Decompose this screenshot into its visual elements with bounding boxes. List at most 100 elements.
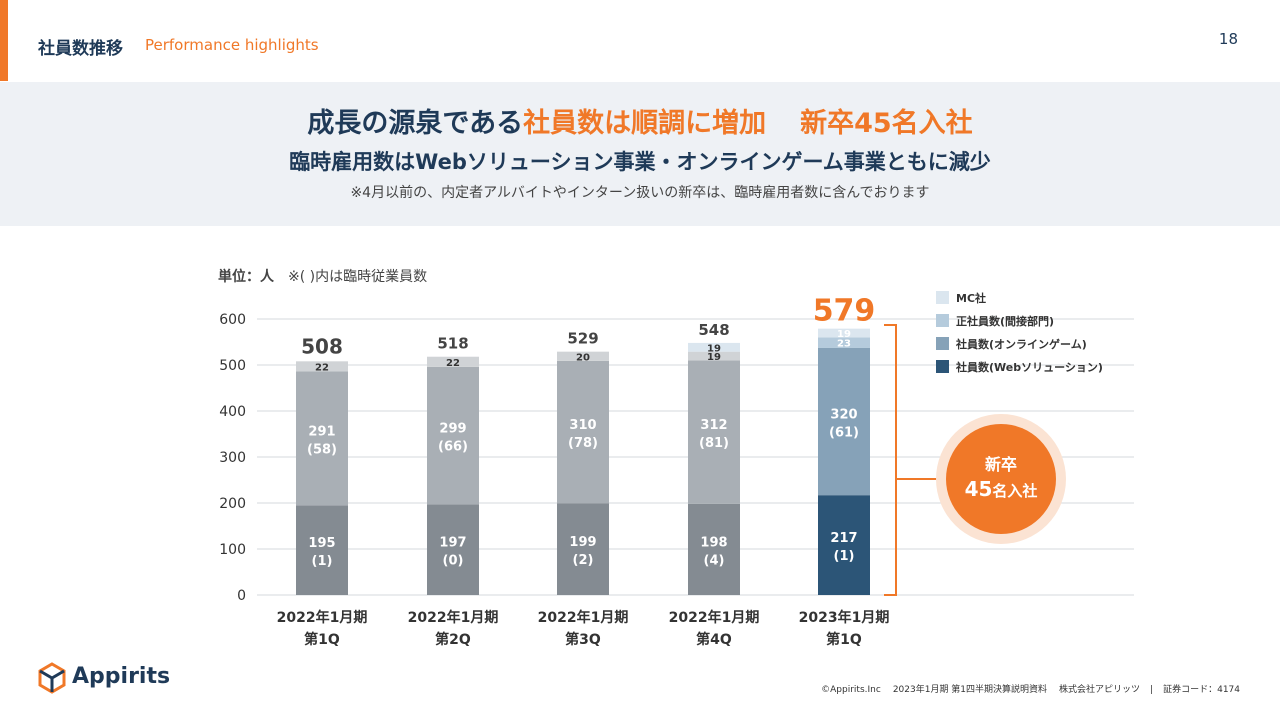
bar-value-label: 291: [308, 424, 335, 439]
footer-credits: ©Appirits.Inc 2023年1月期 第1四半期決算説明資料 株式会社アピリ…: [821, 682, 1240, 695]
bar-small-label: 23: [837, 339, 851, 350]
bar-web: [688, 503, 740, 595]
y-tick-label: 100: [219, 542, 246, 558]
bar-indirect: [818, 337, 870, 348]
bar-temp-label: (0): [443, 554, 464, 569]
headline-pre: 成長の源泉である: [307, 108, 524, 139]
bar-temp-label: (78): [568, 436, 598, 451]
footer-doc: 2023年1月期 第1四半期決算説明資料: [892, 685, 1048, 695]
unit-label: 単位：人 ※( )内は臨時従業員数: [218, 266, 427, 286]
bar-temp-label: (58): [307, 442, 337, 457]
appirits-logo-text: Appirits: [72, 664, 171, 689]
x-tick-label: 第2Q: [435, 631, 471, 648]
bar-value-label: 195: [308, 536, 335, 551]
headline: 成長の源泉である社員数は順調に増加 新卒45名入社: [0, 101, 1280, 140]
sub-headline: 臨時雇用数はWebソリューション事業・オンラインゲーム事業ともに減少: [289, 150, 991, 174]
y-tick-label: 0: [237, 588, 246, 604]
bar-value-label: 199: [569, 535, 596, 550]
legend-label: MC社: [956, 291, 986, 305]
legend-swatch: [936, 314, 949, 327]
bar-temp-label: (2): [573, 553, 594, 568]
bar-game: [296, 371, 348, 506]
x-tick-label: 2022年1月期: [669, 609, 760, 626]
x-tick-label: 2022年1月期: [408, 609, 499, 626]
footer-code: 証券コード：4174: [1163, 685, 1240, 695]
bar-total-label: 529: [567, 330, 598, 348]
y-tick-label: 400: [219, 404, 246, 420]
bar-web: [818, 495, 870, 595]
bar-mc: [688, 342, 740, 352]
bar-temp-label: (61): [829, 426, 859, 441]
bar-game: [557, 360, 609, 504]
x-tick-label: 2023年1月期: [799, 609, 890, 626]
y-tick-label: 600: [219, 312, 246, 328]
bar-total-label: 508: [301, 334, 343, 358]
callout-circle: [946, 424, 1056, 534]
bar-web: [296, 505, 348, 595]
legend-label: 正社員数(間接部門): [956, 314, 1054, 328]
y-tick-label: 200: [219, 496, 246, 512]
bar-temp-label: (4): [704, 553, 725, 568]
bar-game: [818, 347, 870, 496]
x-tick-label: 2022年1月期: [277, 609, 368, 626]
x-tick-label: 第4Q: [696, 631, 732, 648]
bar-value-label: 198: [700, 535, 727, 550]
legend-label: 社員数(Webソリューション): [955, 360, 1103, 374]
bar-small-label: 19: [707, 343, 721, 354]
bar-indirect: [427, 356, 479, 367]
footer-company: 株式会社アピリッツ: [1059, 685, 1141, 695]
x-tick-label: 第1Q: [826, 631, 862, 648]
bar-temp-label: (1): [312, 554, 333, 569]
bar-small-label: 22: [315, 362, 329, 373]
bar-value-label: 217: [830, 531, 857, 546]
callout-line2: 45名入社: [965, 477, 1038, 501]
section-subtitle: Performance highlights: [145, 36, 319, 54]
bar-web: [427, 504, 479, 595]
bar-value-label: 310: [569, 418, 596, 433]
bar-value-label: 320: [830, 408, 857, 423]
footer-divider: |: [1150, 685, 1154, 695]
bar-total-label: 518: [437, 335, 468, 353]
section-title: 社員数推移: [38, 39, 123, 59]
bar-small-label: 19: [837, 329, 851, 340]
bar-temp-label: (66): [438, 440, 468, 455]
unit-note: ※( )内は臨時従業員数: [288, 269, 428, 285]
y-tick-label: 500: [219, 358, 246, 374]
new-hire-bracket: [884, 324, 897, 596]
page-number: 18: [1218, 30, 1238, 48]
bar-small-label: 19: [707, 352, 721, 363]
bar-indirect: [688, 351, 740, 361]
legend-swatch: [936, 291, 949, 304]
bar-indirect: [557, 351, 609, 361]
header-accent-bar: [0, 0, 8, 81]
bar-value-label: 312: [700, 418, 727, 433]
headline-post: 新卒45名入社: [800, 108, 973, 139]
headline-highlight: 社員数は順調に増加: [523, 108, 767, 139]
bar-small-label: 20: [576, 352, 590, 363]
message-banner: [0, 82, 1280, 226]
bar-game: [688, 360, 740, 504]
x-tick-label: 第1Q: [304, 631, 340, 648]
unit-label-text: 単位：人: [218, 269, 274, 285]
callout-line1: 新卒: [985, 455, 1017, 474]
bar-value-label: 299: [439, 422, 466, 437]
legend-swatch: [936, 337, 949, 350]
bar-game: [427, 366, 479, 505]
x-tick-label: 2022年1月期: [538, 609, 629, 626]
x-tick-label: 第3Q: [565, 631, 601, 648]
callout-number: 45: [965, 477, 993, 501]
bar-temp-label: (81): [699, 436, 729, 451]
bar-indirect: [296, 361, 348, 372]
banner-note: ※4月以前の、内定者アルバイトやインターン扱いの新卒は、臨時雇用者数に含んでおり…: [350, 185, 930, 201]
callout-text: 名入社: [992, 482, 1037, 500]
bar-value-label: 197: [439, 536, 466, 551]
legend-swatch: [936, 360, 949, 373]
bar-small-label: 22: [446, 358, 460, 369]
bar-temp-label: (1): [834, 549, 855, 564]
legend-label: 社員数(オンラインゲーム): [955, 337, 1087, 351]
footer-copyright: ©Appirits.Inc: [821, 685, 881, 695]
y-tick-label: 300: [219, 450, 246, 466]
appirits-logo-icon: [38, 662, 66, 694]
bar-total-label: 548: [698, 321, 729, 339]
